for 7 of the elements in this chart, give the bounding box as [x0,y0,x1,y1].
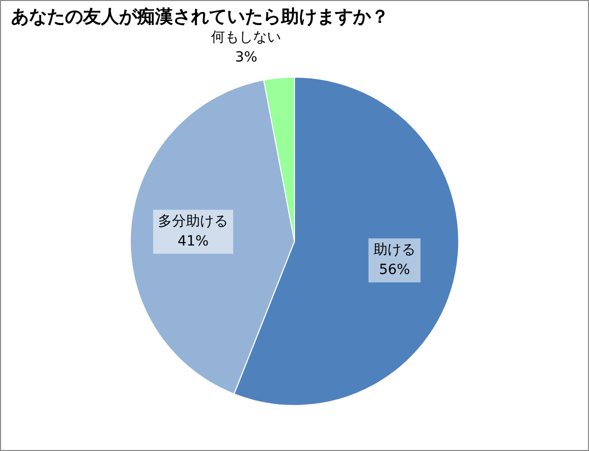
data-label: 41% [178,233,209,250]
slice-label: 助ける [374,242,416,258]
chart-title: あなたの友人が痴漢されていたら助けますか？ [11,6,389,28]
slice-label: 何もしない [211,30,282,46]
slice-label: 多分助ける [158,213,228,230]
data-label: 3% [235,50,258,66]
data-label: 56% [378,262,410,278]
